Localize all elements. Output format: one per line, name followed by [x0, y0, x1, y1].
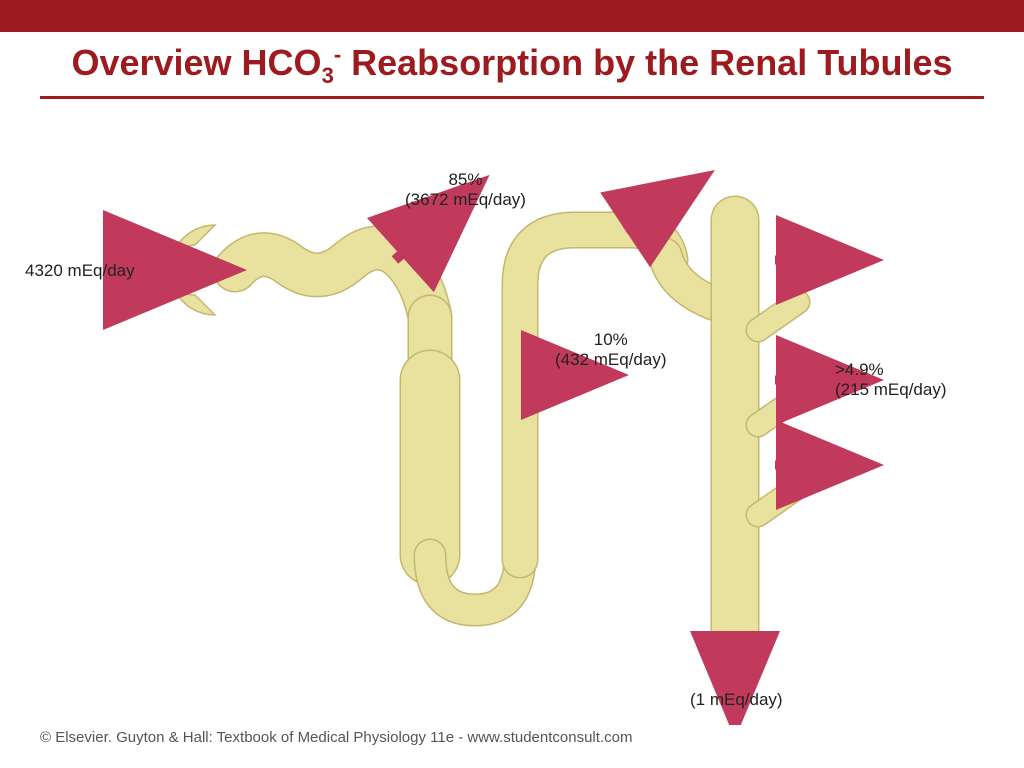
- label-proximal-pct: 85%: [405, 170, 526, 190]
- label-distal: >4.9% (215 mEq/day): [835, 360, 947, 401]
- nephron-diagram: 4320 mEq/day 85% (3672 mEq/day) 10% (432…: [0, 165, 1024, 705]
- title-underline: [40, 96, 984, 99]
- nephron-tubule: [170, 220, 798, 645]
- title-sub: 3: [322, 63, 334, 88]
- title-post: Reabsorption by the Renal Tubules: [341, 42, 952, 83]
- label-inflow: 4320 mEq/day: [25, 261, 135, 281]
- label-loop: 10% (432 mEq/day): [555, 330, 667, 371]
- label-loop-val: (432 mEq/day): [555, 350, 667, 370]
- title-pre: Overview HCO: [71, 42, 321, 83]
- label-proximal: 85% (3672 mEq/day): [405, 170, 526, 211]
- label-loop-pct: 10%: [555, 330, 667, 350]
- diagram-svg: [0, 165, 1024, 725]
- header-bar: [0, 0, 1024, 32]
- label-distal-val: (215 mEq/day): [835, 380, 947, 400]
- title-container: Overview HCO3- Reabsorption by the Renal…: [0, 32, 1024, 96]
- copyright-text: © Elsevier. Guyton & Hall: Textbook of M…: [40, 729, 632, 746]
- page-title: Overview HCO3- Reabsorption by the Renal…: [0, 42, 1024, 88]
- label-proximal-val: (3672 mEq/day): [405, 190, 526, 210]
- label-distal-pct: >4.9%: [835, 360, 947, 380]
- label-excreted: (1 mEq/day): [690, 690, 783, 710]
